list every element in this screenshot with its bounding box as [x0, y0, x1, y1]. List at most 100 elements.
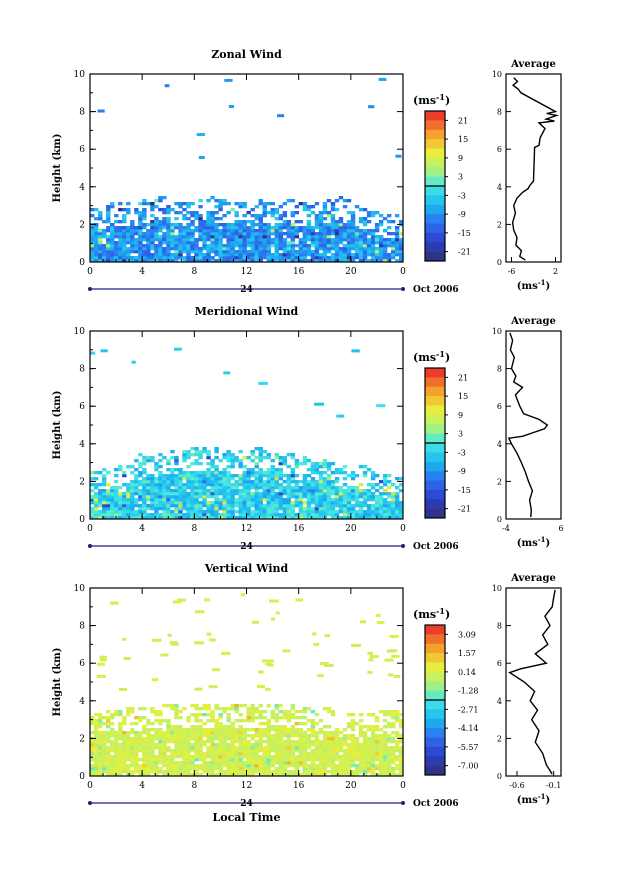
heatmap-cell [334, 755, 340, 759]
heatmap-cell [230, 737, 235, 741]
heatmap-cell [198, 492, 203, 496]
heatmap-cell [362, 752, 368, 756]
heatmap-cell [314, 737, 320, 741]
heatmap-cell [394, 492, 400, 496]
heatmap-cell [362, 513, 368, 517]
heatmap-cell [166, 740, 171, 744]
heatmap-cell [238, 256, 243, 260]
heatmap-cell [326, 468, 332, 472]
average-x-label: (ms-1) [517, 792, 550, 806]
heatmap-cell [158, 770, 163, 774]
heatmap-cell [334, 199, 340, 203]
heatmap-cell [182, 752, 187, 756]
heatmap-cell [174, 740, 179, 744]
heatmap-cell [262, 205, 267, 209]
heatmap-cell [218, 480, 223, 484]
heatmap-cell [94, 755, 99, 759]
heatmap-cell [150, 456, 155, 460]
heatmap-cell [238, 749, 243, 753]
heatmap-cell [134, 716, 139, 720]
heatmap-cell [262, 516, 267, 520]
heatmap-cell [178, 510, 183, 514]
heatmap-cell [158, 749, 163, 753]
heatmap-cell [350, 513, 356, 517]
heatmap-cell [334, 220, 340, 224]
heatmap-cell [234, 235, 239, 239]
heatmap-cell [142, 510, 147, 514]
x-tick-label: 8 [191, 524, 197, 534]
heatmap-cell [106, 495, 111, 499]
heatmap-cell [94, 725, 99, 729]
heatmap-cell [182, 501, 187, 505]
heatmap-cell [150, 480, 155, 484]
heatmap-cell [338, 746, 344, 750]
heatmap-cell [250, 214, 255, 218]
heatmap-cell [238, 205, 243, 209]
heatmap-cell [282, 649, 291, 653]
heatmap-cell [378, 223, 384, 227]
heatmap-cell [390, 241, 396, 245]
heatmap-cell [119, 687, 128, 691]
heatmap-cell [238, 743, 243, 747]
heatmap-cell [286, 199, 292, 203]
heatmap-cell [390, 773, 396, 777]
heatmap-cell [174, 761, 179, 765]
heatmap-cell [266, 501, 271, 505]
heatmap-cell [242, 495, 247, 499]
heatmap-cell [106, 229, 111, 233]
heatmap-cell [106, 513, 111, 517]
heatmap-cell [122, 749, 127, 753]
heatmap-cell [390, 758, 396, 762]
heatmap-cell [190, 232, 195, 236]
heatmap-cell [122, 208, 127, 212]
heatmap-cell [398, 764, 404, 768]
heatmap-cell [298, 740, 304, 744]
heatmap-cell [138, 707, 143, 711]
heatmap-cell [158, 516, 163, 520]
heatmap-cell [130, 471, 135, 475]
heatmap-cell [354, 232, 360, 236]
heatmap-cell [266, 259, 271, 263]
heatmap-cell [166, 722, 171, 726]
heatmap-cell [258, 773, 263, 777]
heatmap-cell [378, 510, 384, 514]
heatmap-cell [298, 253, 304, 257]
colorbar-tick-label: 9 [458, 154, 463, 163]
heatmap-cell [278, 214, 284, 218]
heatmap-cell [238, 495, 243, 499]
y-tick-label: 6 [79, 659, 85, 669]
heatmap-cell [278, 205, 284, 209]
heatmap-cell [178, 483, 183, 487]
heatmap-cell [150, 743, 155, 747]
heatmap-cell [374, 749, 380, 753]
heatmap-cell [382, 767, 388, 771]
heatmap-cell [142, 471, 147, 475]
heatmap-cell [166, 238, 171, 242]
heatmap-cell [206, 767, 211, 771]
heatmap-cell [334, 241, 340, 245]
heatmap-cell [190, 767, 195, 771]
heatmap-cell [242, 507, 247, 511]
heatmap-cell [226, 773, 231, 777]
heatmap-cell [346, 229, 352, 233]
heatmap-cell [138, 510, 143, 514]
heatmap-cell [266, 743, 271, 747]
heatmap-cell [114, 220, 119, 224]
heatmap-cell [366, 259, 372, 263]
heatmap-cell [230, 758, 235, 762]
heatmap-cell [214, 761, 219, 765]
heatmap-cell [206, 752, 211, 756]
heatmap-cell [166, 770, 171, 774]
heatmap-cell [226, 761, 231, 765]
heatmap-cell [326, 232, 332, 236]
heatmap-cell [294, 755, 300, 759]
heatmap-cell [346, 474, 352, 478]
heatmap-cell [382, 740, 388, 744]
heatmap-cell [194, 447, 199, 451]
heatmap-cell [354, 498, 360, 502]
heatmap-cell [106, 492, 111, 496]
heatmap-cell [210, 716, 215, 720]
heatmap-cell [198, 477, 203, 481]
heatmap-cell [298, 734, 304, 738]
heatmap-cell [146, 244, 151, 248]
